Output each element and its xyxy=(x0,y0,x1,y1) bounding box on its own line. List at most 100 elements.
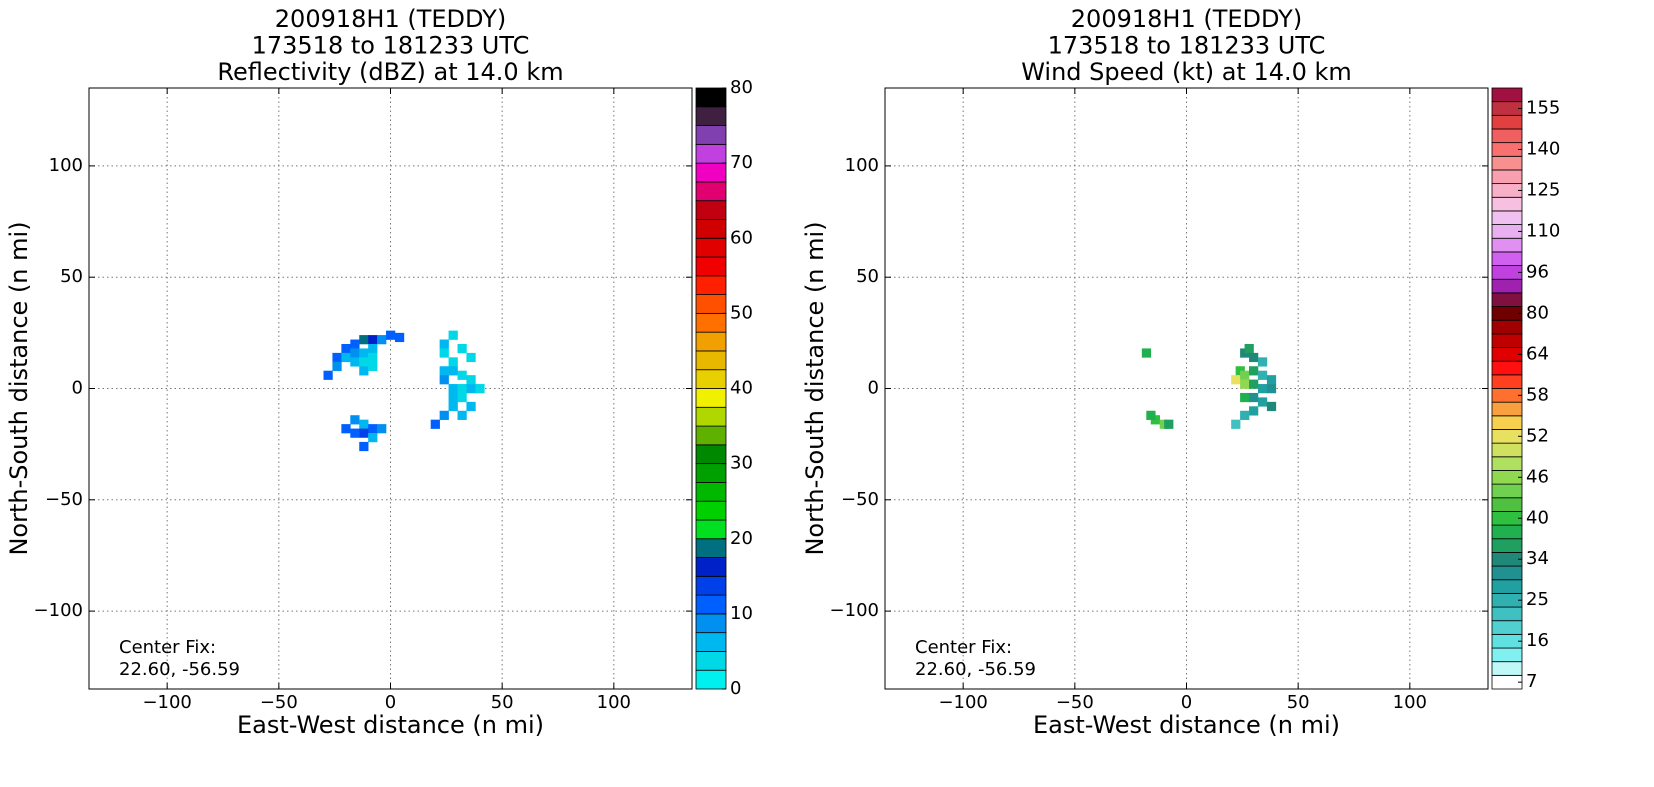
colorbar-cell xyxy=(695,519,727,540)
echo-cell xyxy=(448,366,458,376)
colorbar-tick-label: 60 xyxy=(730,227,753,248)
colorbar-cell xyxy=(1491,401,1523,417)
panel: 200918H1 (TEDDY)173518 to 181233 UTCRefl… xyxy=(5,5,753,739)
x-axis-label: East-West distance (n mi) xyxy=(237,711,544,739)
echo-cell xyxy=(377,335,387,345)
colorbar-tick-label: 64 xyxy=(1526,343,1549,364)
y-tick-label: 100 xyxy=(49,155,83,176)
echo-cell xyxy=(1266,401,1277,412)
colorbar-cell xyxy=(1491,87,1523,103)
colorbar-cell xyxy=(695,557,727,577)
echo-cell xyxy=(359,366,369,376)
colorbar-cell xyxy=(1491,237,1523,253)
colorbar-cell xyxy=(1491,511,1523,526)
colorbar-cell xyxy=(1491,579,1523,594)
echo-cell xyxy=(448,357,458,367)
colorbar-tick-label: 46 xyxy=(1526,466,1549,487)
colorbar-tick-label: 52 xyxy=(1526,425,1549,446)
colorbar-cell xyxy=(695,575,727,596)
colorbar-tick-label: 125 xyxy=(1526,179,1560,200)
colorbar-tick-label: 25 xyxy=(1526,589,1549,610)
y-axis-label: North-South distance (n mi) xyxy=(801,221,829,555)
colorbar-cell xyxy=(695,350,727,371)
echo-cell xyxy=(1266,384,1277,394)
colorbar-tick-label: 10 xyxy=(730,603,753,624)
y-axis-label: North-South distance (n mi) xyxy=(5,221,33,555)
colorbar-cell xyxy=(1491,265,1523,280)
echo-cell xyxy=(439,348,449,358)
echo-cell xyxy=(1257,357,1268,367)
annotation: 22.60, -56.59 xyxy=(119,659,240,680)
panel: 200918H1 (TEDDY)173518 to 181233 UTCWind… xyxy=(801,5,1560,739)
colorbar-cell xyxy=(1491,592,1523,608)
colorbar-cell xyxy=(1491,183,1523,198)
colorbar-cell xyxy=(695,500,727,521)
echo-cell xyxy=(350,357,360,367)
colorbar-cell xyxy=(695,594,727,615)
echo-cell xyxy=(457,370,467,380)
echo-cell xyxy=(350,339,360,349)
colorbar-cell xyxy=(1491,538,1523,553)
colorbar-cell xyxy=(695,162,727,183)
echo-cell xyxy=(439,375,449,385)
echo-cell xyxy=(368,424,378,434)
echo-cell xyxy=(341,424,351,434)
colorbar-cell xyxy=(1491,333,1523,348)
echo-cell xyxy=(350,428,360,438)
colorbar-cell xyxy=(695,425,727,446)
echo-cell xyxy=(1141,348,1152,358)
x-axis-label: East-West distance (n mi) xyxy=(1033,711,1340,739)
echo-cell xyxy=(1249,352,1259,363)
y-tick-label: −100 xyxy=(34,600,83,621)
echo-cell xyxy=(1240,370,1250,380)
annotation: 22.60, -56.59 xyxy=(915,659,1036,680)
echo-cell xyxy=(1249,392,1259,403)
echo-cell xyxy=(448,401,458,412)
echo-cell xyxy=(457,384,467,394)
echo-cell xyxy=(448,392,458,403)
chart-title: Reflectivity (dBZ) at 14.0 km xyxy=(217,58,563,86)
chart-title: Wind Speed (kt) at 14.0 km xyxy=(1021,58,1352,86)
x-tick-label: −50 xyxy=(1056,692,1094,713)
colorbar-tick-label: 40 xyxy=(1526,507,1549,528)
colorbar-cell xyxy=(695,87,727,108)
x-tick-label: −50 xyxy=(260,692,298,713)
colorbar-cell xyxy=(1491,620,1523,635)
echo-cell xyxy=(1231,419,1241,429)
echo-cell xyxy=(332,361,342,371)
colorbar-cell xyxy=(1491,565,1523,581)
colorbar-cell xyxy=(1491,360,1523,376)
colorbar-tick-label: 110 xyxy=(1526,220,1560,241)
colorbar-cell xyxy=(695,444,727,465)
colorbar-cell xyxy=(1491,647,1523,663)
colorbar-tick-label: 20 xyxy=(730,528,753,549)
echo-cell xyxy=(1249,366,1259,376)
colorbar-cell xyxy=(695,651,727,671)
echo-cell xyxy=(341,352,351,363)
colorbar-tick-label: 50 xyxy=(730,302,753,323)
y-tick-label: 100 xyxy=(845,155,879,176)
colorbar-tick-label: 40 xyxy=(730,378,753,399)
chart-title: 173518 to 181233 UTC xyxy=(1048,32,1326,60)
colorbar-tick-label: 70 xyxy=(730,152,753,173)
echo-cell xyxy=(475,384,485,394)
x-tick-label: −100 xyxy=(938,692,987,713)
echo-cell xyxy=(1146,410,1156,420)
echo-cell xyxy=(1249,379,1259,389)
x-tick-label: 50 xyxy=(491,692,514,713)
echo-cell xyxy=(386,330,396,340)
echo-cell xyxy=(332,352,342,363)
colorbar-cell xyxy=(695,200,727,220)
echo-cell xyxy=(466,384,476,394)
x-tick-label: 0 xyxy=(385,692,396,713)
colorbar-cell xyxy=(1491,497,1523,512)
echo-cell xyxy=(368,352,378,363)
echo-cell xyxy=(448,330,458,340)
echo-cell xyxy=(430,419,440,429)
x-tick-label: 0 xyxy=(1181,692,1192,713)
colorbar-cell xyxy=(695,538,727,558)
colorbar-cell xyxy=(1491,633,1523,649)
plot-frame xyxy=(88,87,693,690)
echo-cell xyxy=(323,370,333,380)
